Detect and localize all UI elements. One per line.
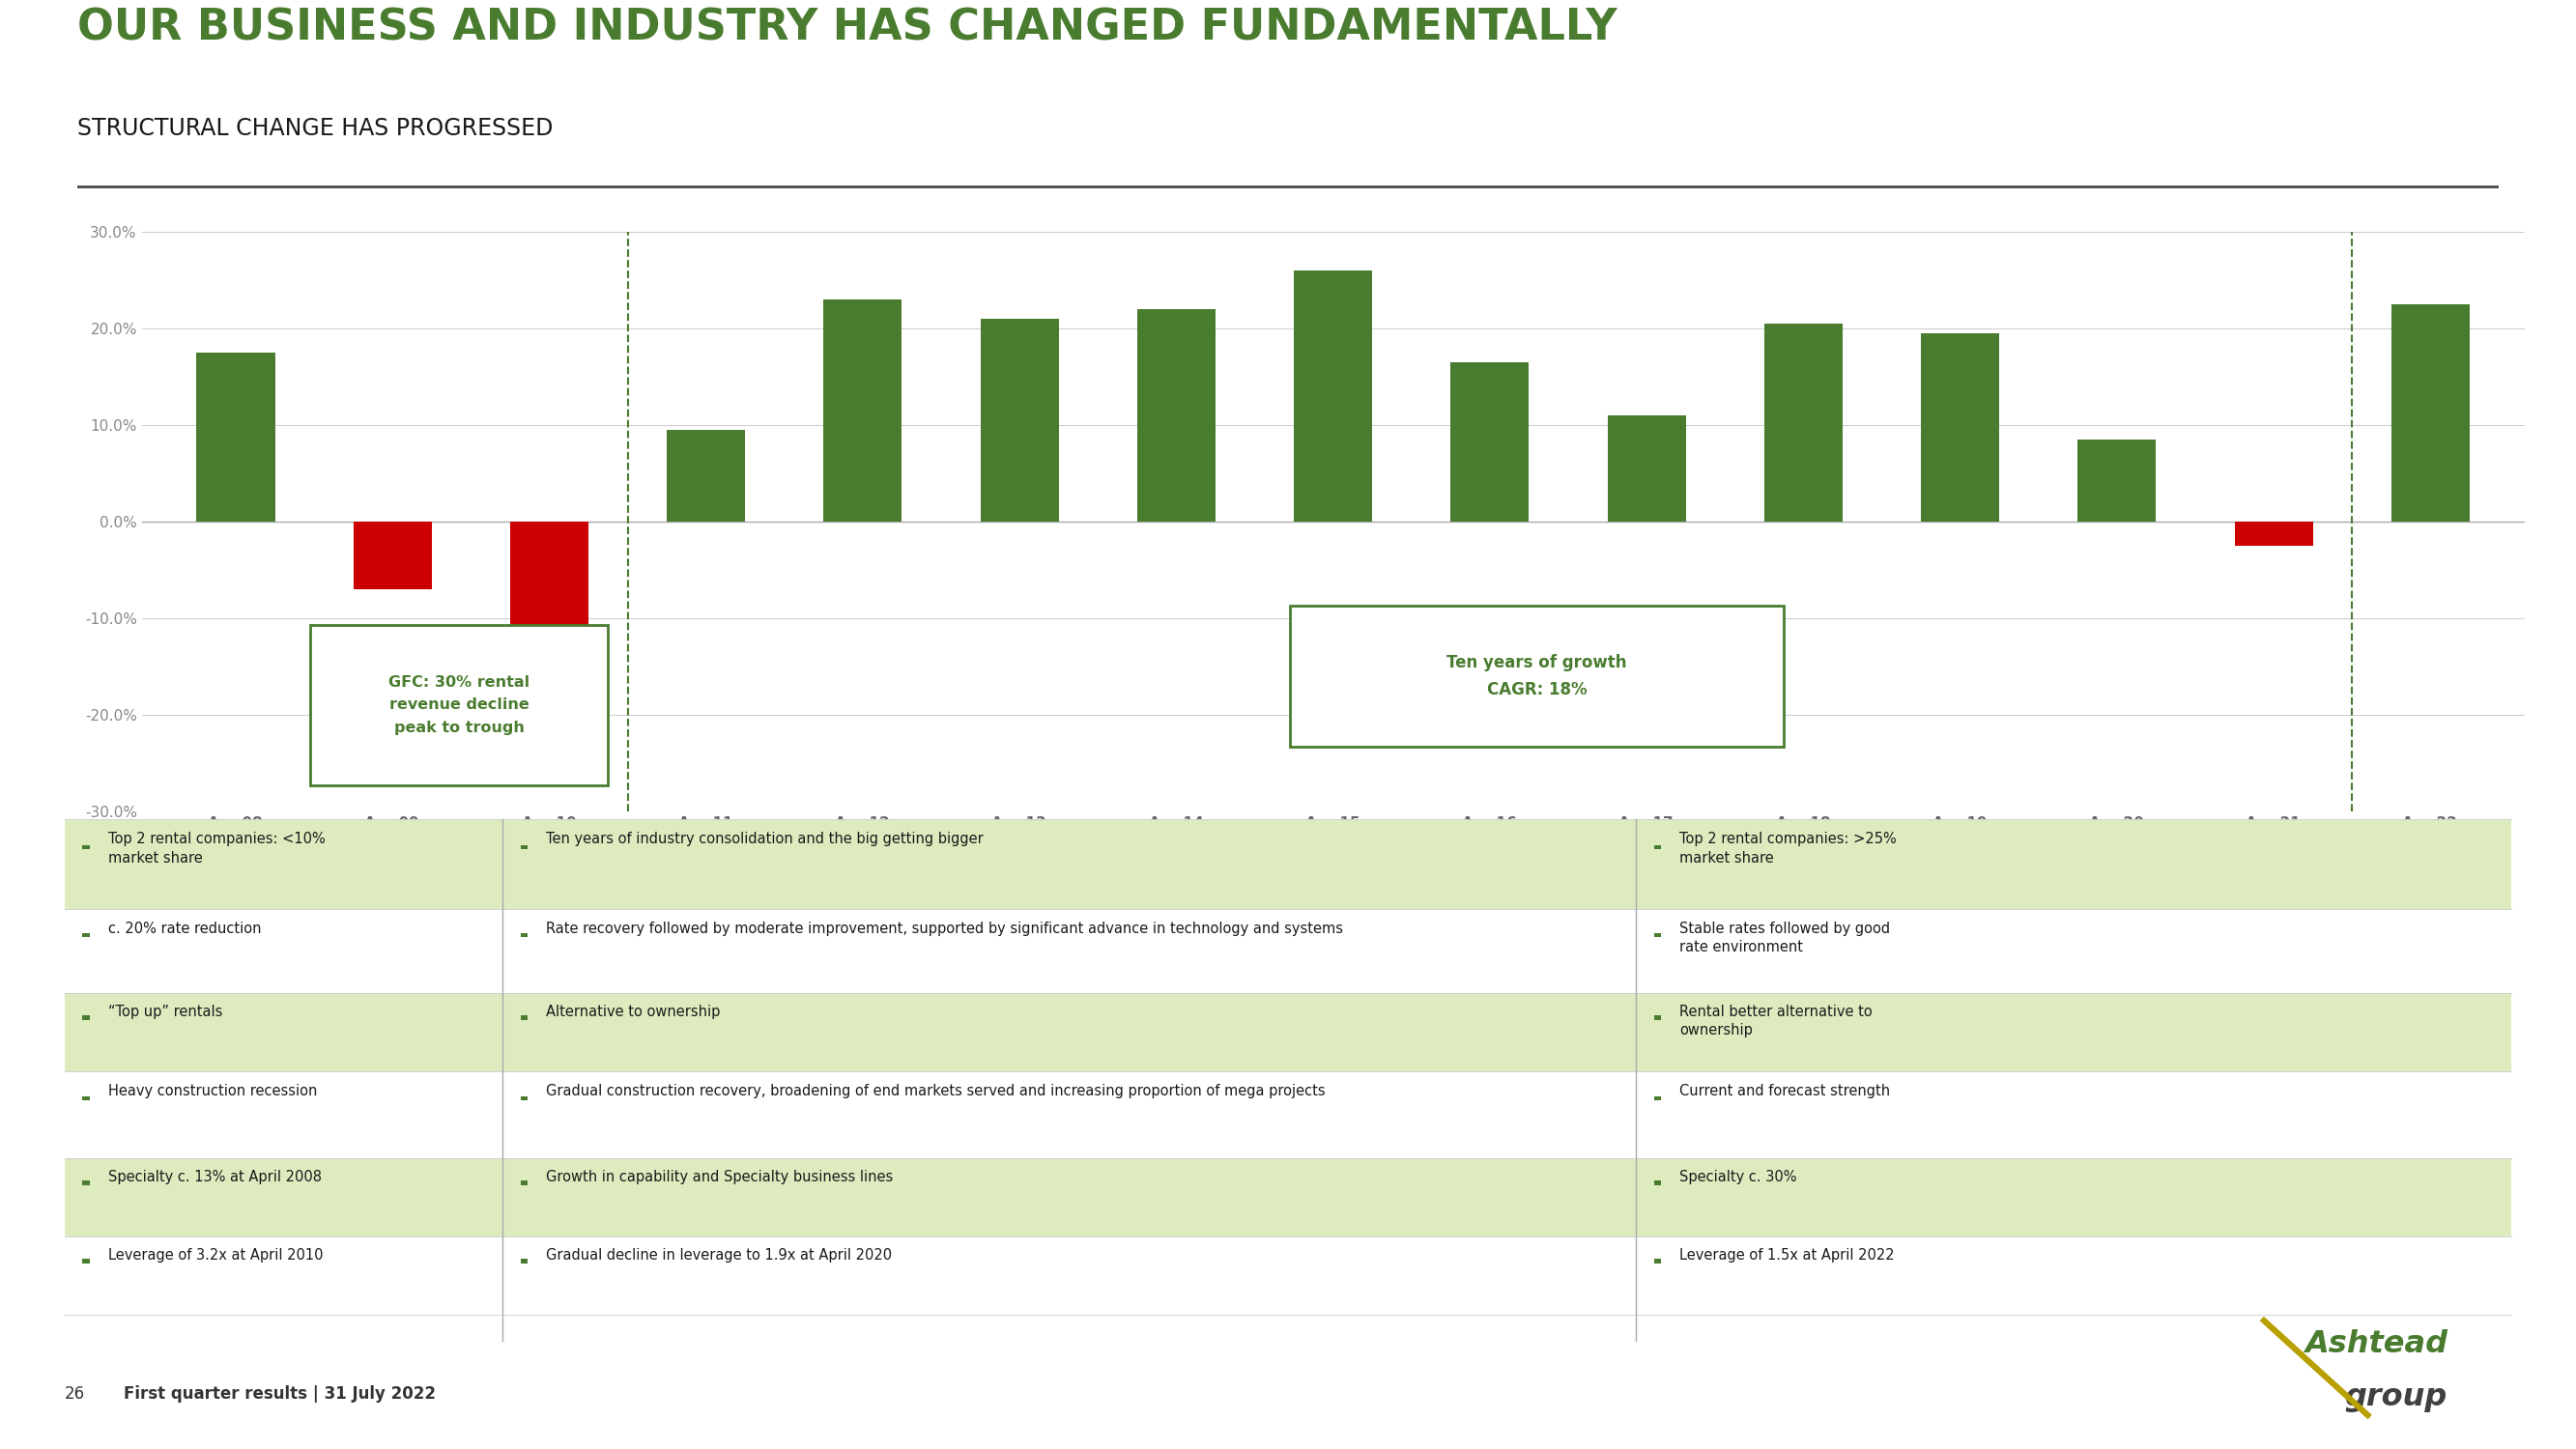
- Bar: [2391, 304, 2470, 522]
- Bar: [520, 1181, 528, 1185]
- Text: “Top up” rentals: “Top up” rentals: [108, 1004, 222, 1019]
- Bar: [1654, 1259, 1662, 1264]
- Text: GFC: 30% rental
revenue decline
peak to trough: GFC: 30% rental revenue decline peak to …: [389, 675, 531, 735]
- Text: First quarter results | 31 July 2022: First quarter results | 31 July 2022: [124, 1385, 435, 1403]
- Bar: [196, 352, 276, 522]
- Bar: [82, 933, 90, 938]
- Bar: [520, 933, 528, 938]
- Bar: [1607, 416, 1685, 522]
- Text: OUR BUSINESS AND INDUSTRY HAS CHANGED FUNDAMENTALLY: OUR BUSINESS AND INDUSTRY HAS CHANGED FU…: [77, 7, 1618, 49]
- Bar: [1654, 845, 1662, 849]
- Bar: [510, 522, 587, 764]
- Text: Ashtead: Ashtead: [2303, 1329, 2447, 1359]
- Text: Rental better alternative to
ownership: Rental better alternative to ownership: [1680, 1004, 1873, 1037]
- Bar: [520, 1016, 528, 1020]
- Bar: [824, 300, 902, 522]
- Bar: [82, 1259, 90, 1264]
- Bar: [82, 1016, 90, 1020]
- Bar: [520, 845, 528, 849]
- Text: Growth in capability and Specialty business lines: Growth in capability and Specialty busin…: [546, 1169, 894, 1184]
- Bar: [353, 522, 433, 590]
- Bar: [2233, 522, 2313, 546]
- Bar: [64, 819, 2512, 909]
- Text: group: group: [2344, 1382, 2447, 1413]
- Text: Rate recovery followed by moderate improvement, supported by significant advance: Rate recovery followed by moderate impro…: [546, 922, 1342, 936]
- Bar: [520, 1259, 528, 1264]
- Text: Current and forecast strength: Current and forecast strength: [1680, 1084, 1891, 1098]
- FancyBboxPatch shape: [1291, 606, 1785, 746]
- Text: Leverage of 3.2x at April 2010: Leverage of 3.2x at April 2010: [108, 1248, 322, 1262]
- Text: Top 2 rental companies: <10%
market share: Top 2 rental companies: <10% market shar…: [108, 832, 325, 865]
- Bar: [64, 1158, 2512, 1236]
- Bar: [82, 1097, 90, 1101]
- Bar: [1654, 1097, 1662, 1101]
- Bar: [1450, 362, 1530, 522]
- Bar: [981, 319, 1059, 522]
- Text: 26: 26: [64, 1385, 85, 1403]
- Text: Leverage of 1.5x at April 2022: Leverage of 1.5x at April 2022: [1680, 1248, 1896, 1262]
- FancyBboxPatch shape: [309, 625, 608, 785]
- Text: Ten years of growth
CAGR: 18%: Ten years of growth CAGR: 18%: [1448, 653, 1628, 698]
- Bar: [1293, 271, 1373, 522]
- Bar: [1654, 1181, 1662, 1185]
- Bar: [1136, 309, 1216, 522]
- Text: Gradual construction recovery, broadening of end markets served and increasing p: Gradual construction recovery, broadenin…: [546, 1084, 1327, 1098]
- Bar: [2079, 439, 2156, 522]
- Bar: [1922, 333, 1999, 522]
- Bar: [82, 845, 90, 849]
- Bar: [1765, 323, 1842, 522]
- Text: Alternative to ownership: Alternative to ownership: [546, 1004, 721, 1019]
- FancyBboxPatch shape: [77, 185, 2499, 188]
- Bar: [667, 430, 744, 522]
- Text: Top 2 rental companies: >25%
market share: Top 2 rental companies: >25% market shar…: [1680, 832, 1896, 865]
- Text: Specialty c. 30%: Specialty c. 30%: [1680, 1169, 1798, 1184]
- Bar: [82, 1181, 90, 1185]
- Text: Heavy construction recession: Heavy construction recession: [108, 1084, 317, 1098]
- Text: c. 20% rate reduction: c. 20% rate reduction: [108, 922, 260, 936]
- Bar: [64, 993, 2512, 1071]
- Bar: [520, 1097, 528, 1101]
- Bar: [1654, 1016, 1662, 1020]
- Text: Specialty c. 13% at April 2008: Specialty c. 13% at April 2008: [108, 1169, 322, 1184]
- Text: Gradual decline in leverage to 1.9x at April 2020: Gradual decline in leverage to 1.9x at A…: [546, 1248, 891, 1262]
- Text: Stable rates followed by good
rate environment: Stable rates followed by good rate envir…: [1680, 922, 1891, 955]
- Text: Ten years of industry consolidation and the big getting bigger: Ten years of industry consolidation and …: [546, 832, 984, 846]
- Text: STRUCTURAL CHANGE HAS PROGRESSED: STRUCTURAL CHANGE HAS PROGRESSED: [77, 116, 554, 139]
- Bar: [1654, 933, 1662, 938]
